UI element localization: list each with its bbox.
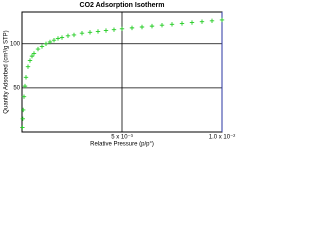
marker — [199, 19, 205, 24]
y-tick-label: 100 — [10, 41, 21, 47]
marker — [111, 27, 117, 32]
marker — [87, 30, 93, 35]
marker — [27, 58, 33, 63]
marker — [51, 38, 57, 43]
marker — [21, 94, 27, 99]
x-tick-label: 5 x 10⁻³ — [111, 135, 133, 141]
y-axis-label: Quantity Adsorbed (cm³/g STP) — [4, 30, 10, 113]
marker — [20, 116, 25, 121]
marker — [23, 75, 29, 80]
marker — [129, 25, 135, 31]
chart: CO2 Adsorption Isotherm Relative Pressur… — [4, 2, 236, 148]
marker — [35, 46, 41, 52]
marker — [21, 107, 26, 113]
marker — [20, 125, 25, 130]
marker — [25, 64, 31, 69]
marker — [209, 18, 215, 24]
marker — [22, 83, 28, 89]
marker — [55, 36, 61, 41]
marker — [95, 29, 101, 34]
marker — [71, 32, 77, 38]
marker — [29, 53, 35, 59]
chart-title: CO2 Adsorption Isotherm — [80, 2, 165, 9]
marker — [103, 28, 109, 33]
marker — [31, 51, 37, 56]
marker — [119, 26, 125, 31]
x-axis-label: Relative Pressure (p/p°) — [90, 142, 154, 148]
y-tick-label: 50 — [13, 85, 20, 91]
marker — [39, 44, 45, 49]
marker — [59, 35, 65, 40]
marker — [139, 24, 145, 30]
x-tick-label: 1.0 x 10⁻² — [209, 135, 236, 141]
marker — [79, 30, 85, 36]
marker — [43, 41, 49, 46]
marker — [219, 17, 225, 23]
marker — [179, 21, 185, 26]
marker — [149, 23, 155, 29]
marker — [47, 39, 53, 45]
marker — [65, 33, 71, 39]
marker — [169, 22, 175, 27]
marker — [189, 20, 195, 25]
marker — [159, 23, 165, 28]
